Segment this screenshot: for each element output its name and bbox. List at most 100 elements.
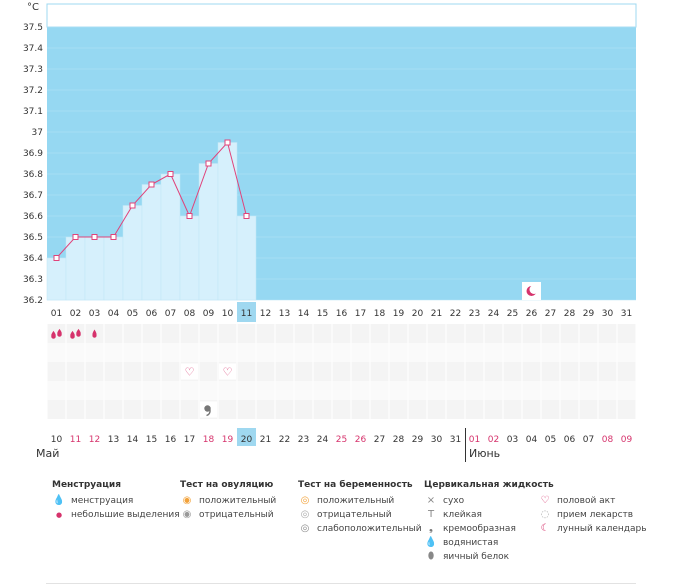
calendar-date-label[interactable]: 16 [165,435,177,445]
menstruation-icon[interactable] [57,328,62,337]
legend-label: кремообразная [443,524,516,534]
cycle-day-label[interactable]: 19 [393,309,405,319]
temperature-point[interactable] [148,181,155,188]
creamy-icon[interactable] [204,405,211,412]
heart-icon: ♡ [540,495,550,506]
cycle-day-label[interactable]: 12 [260,309,271,319]
cycle-day-label[interactable]: 17 [355,309,366,319]
calendar-date-label[interactable]: 23 [298,435,309,445]
cycle-day-label[interactable]: 25 [507,309,518,319]
menstruation-icon[interactable] [76,328,81,337]
calendar-date-label[interactable]: 14 [127,435,139,445]
temperature-point[interactable] [72,234,79,240]
cycle-day-label[interactable]: 03 [89,309,100,319]
calendar-date-label[interactable]: 01 [469,435,480,445]
cycle-day-label[interactable]: 04 [108,309,120,319]
cycle-day-label[interactable]: 09 [203,309,215,319]
temperature-point[interactable] [243,213,250,219]
cycle-day-label[interactable]: 21 [431,309,442,319]
legend: Менструация 💧 менструация ● небольшие выде… [0,480,675,580]
calendar-date-label[interactable]: 08 [602,435,614,445]
calendar-date-label[interactable]: 06 [564,435,576,445]
calendar-date-label[interactable]: 18 [203,435,215,445]
temperature-bar [160,173,181,301]
calendar-date-label[interactable]: 11 [70,435,81,445]
cycle-day-label[interactable]: 24 [488,309,500,319]
calendar-date-label[interactable]: 17 [184,435,195,445]
calendar-date-label[interactable]: 07 [583,435,594,445]
cycle-day-label[interactable]: 02 [70,309,81,319]
calendar-date-label[interactable]: 19 [222,435,234,445]
calendar-date-label[interactable]: 27 [374,435,385,445]
calendar-date-label[interactable]: 29 [412,435,424,445]
cycle-day-label[interactable]: 05 [127,309,138,319]
calendar-date-label[interactable]: 12 [89,435,100,445]
calendar-date-label[interactable]: 22 [279,435,290,445]
current-day-highlight [237,302,256,322]
calendar-date-label[interactable]: 28 [393,435,405,445]
cycle-day-label[interactable]: 18 [374,309,386,319]
cycle-day-label[interactable]: 13 [279,309,290,319]
cycle-day-label[interactable]: 15 [317,309,328,319]
temperature-point[interactable] [224,139,231,146]
calendar-date-label[interactable]: 24 [317,435,329,445]
temperature-bar [141,184,162,301]
calendar-date-label[interactable]: 03 [507,435,518,445]
cycle-day-label[interactable]: 11 [241,309,252,319]
temperature-point[interactable] [205,160,212,167]
legend-label: половой акт [557,496,616,506]
calendar-date-label[interactable]: 05 [545,435,556,445]
cycle-day-label[interactable]: 06 [146,309,158,319]
heart-icon[interactable]: ♡ [223,366,233,379]
cycle-day-label[interactable]: 16 [336,309,348,319]
spotting-icon: ● [55,511,63,519]
temperature-point[interactable] [129,202,136,209]
calendar-date-label[interactable]: 26 [355,435,367,445]
temperature-point[interactable] [186,213,193,219]
y-tick-label: 37 [32,128,43,138]
temperature-point[interactable] [53,255,60,261]
cycle-day-label[interactable]: 27 [545,309,556,319]
menstruation-icon[interactable] [51,330,56,339]
temperature-point[interactable] [167,171,174,177]
cycle-day-label[interactable]: 26 [526,309,538,319]
calendar-date-label[interactable]: 04 [526,435,538,445]
calendar-date-label[interactable]: 10 [51,435,63,445]
calendar-date-label[interactable]: 20 [241,435,253,445]
legend-title: Тест на беременность [298,480,413,490]
cycle-day-label[interactable]: 20 [412,309,424,319]
cycle-day-label[interactable]: 31 [621,309,632,319]
creamy-tail [206,409,211,417]
calendar-date-axis: 10 11 12 13 14 15 16 17 18 19 20 21 22 23 24 25 26 27 28 29… [51,428,633,446]
calendar-date-label[interactable]: 30 [431,435,443,445]
menstruation-icon[interactable] [70,330,75,339]
cycle-day-label[interactable]: 30 [602,309,614,319]
calendar-date-label[interactable]: 25 [336,435,347,445]
spotting-icon[interactable] [92,329,97,338]
calendar-date-label[interactable]: 31 [450,435,461,445]
cycle-day-label[interactable]: 10 [222,309,234,319]
legend-label: отрицательный [317,510,392,520]
cycle-day-label[interactable]: 29 [583,309,595,319]
cycle-day-label[interactable]: 14 [298,309,310,319]
bbt-chart: °C 37.5 37.4 37.3 37.2 37.1 37 36.9 36.8 36.7 36.… [23,2,637,462]
y-tick-label: 37.4 [23,44,43,54]
cycle-day-label[interactable]: 08 [184,309,196,319]
cycle-day-label[interactable]: 28 [564,309,576,319]
calendar-date-label[interactable]: 13 [108,435,119,445]
calendar-date-label[interactable]: 09 [621,435,633,445]
temperature-point[interactable] [110,234,117,240]
temperature-point[interactable] [91,234,98,240]
cycle-day-label[interactable]: 07 [165,309,176,319]
pregnancy-weak-icon: ◎ [300,523,310,534]
heart-icon[interactable]: ♡ [185,366,195,379]
cycle-day-label[interactable]: 22 [450,309,461,319]
cycle-day-label[interactable]: 01 [51,309,62,319]
calendar-date-label[interactable]: 15 [146,435,157,445]
temperature-points [53,139,250,261]
marker-bg [181,363,198,380]
calendar-date-label[interactable]: 21 [260,435,271,445]
calendar-date-label[interactable]: 02 [488,435,499,445]
cycle-day-label[interactable]: 23 [469,309,480,319]
